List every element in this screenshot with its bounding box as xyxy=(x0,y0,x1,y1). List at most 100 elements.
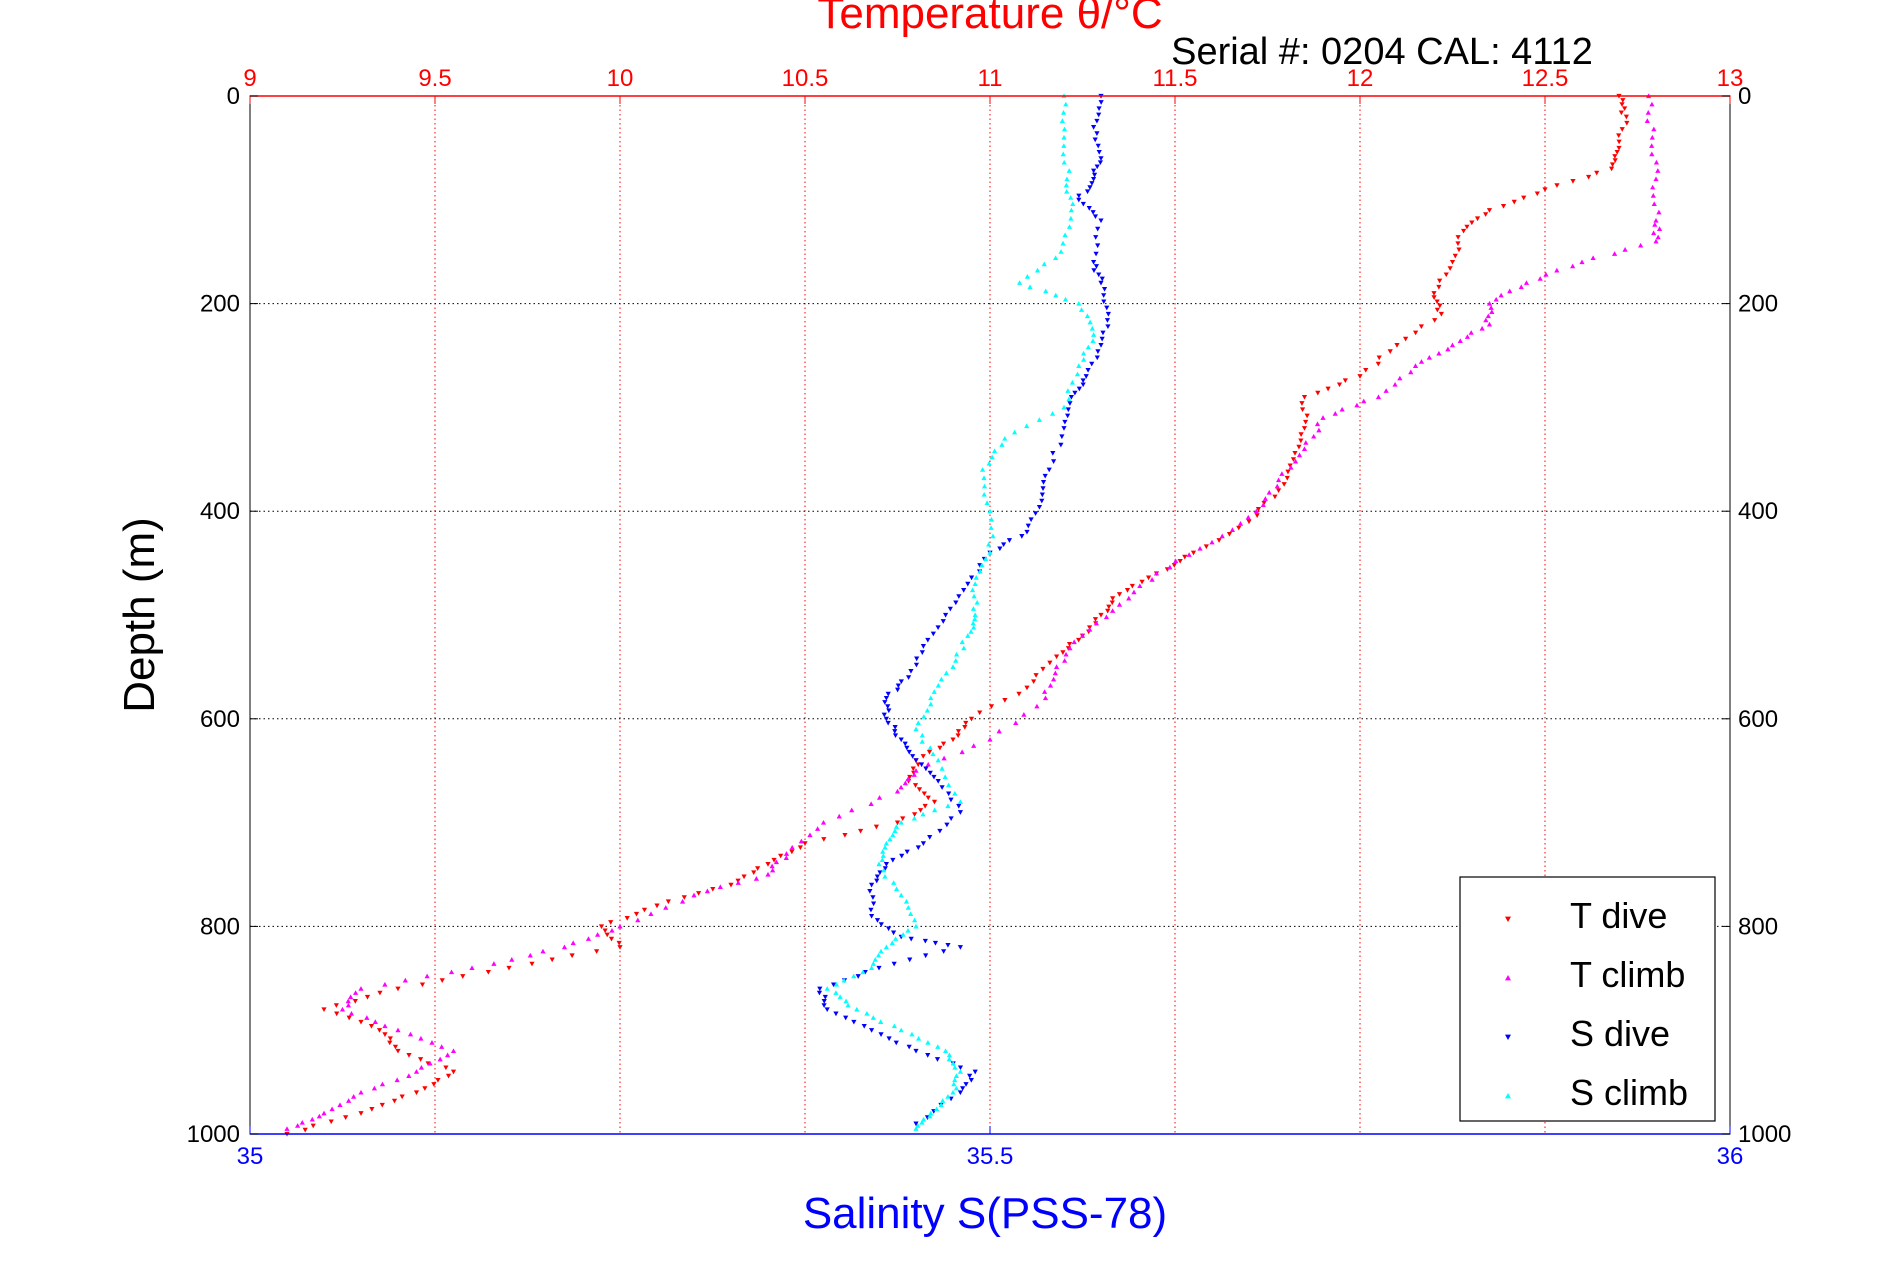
data-point-t-climb xyxy=(1131,589,1137,595)
data-point-s-dive xyxy=(972,1069,978,1075)
data-point-s-climb xyxy=(945,803,951,809)
data-point-s-climb xyxy=(1060,240,1066,246)
data-point-t-climb xyxy=(527,952,533,958)
data-point-s-climb xyxy=(987,508,993,514)
series-t-dive xyxy=(284,93,1630,1137)
data-point-s-dive xyxy=(907,957,913,963)
data-point-t-climb xyxy=(406,1073,412,1078)
data-point-s-climb xyxy=(957,1069,963,1074)
depth-tick-label-left: 1000 xyxy=(187,1121,240,1148)
data-point-s-dive xyxy=(1040,480,1047,485)
data-point-t-climb xyxy=(648,911,654,917)
data-point-s-climb xyxy=(938,676,945,682)
data-point-t-dive xyxy=(1455,235,1461,240)
data-point-t-dive xyxy=(1182,554,1188,560)
data-point-t-dive xyxy=(1432,318,1438,323)
data-point-s-climb xyxy=(952,1064,958,1070)
data-point-s-dive xyxy=(895,687,901,693)
data-point-s-climb xyxy=(1087,319,1093,325)
data-point-s-dive xyxy=(821,1003,827,1008)
data-point-t-climb xyxy=(1361,398,1367,404)
data-point-t-climb xyxy=(1650,184,1656,190)
data-point-t-dive xyxy=(911,812,918,817)
data-point-t-dive xyxy=(1296,444,1302,450)
data-point-t-dive xyxy=(608,920,614,925)
data-point-t-climb xyxy=(1116,602,1123,607)
data-point-t-climb xyxy=(450,1048,457,1054)
data-point-s-climb xyxy=(912,917,918,923)
data-point-s-climb xyxy=(981,483,988,489)
data-point-t-dive xyxy=(842,832,848,838)
data-point-s-dive xyxy=(948,797,954,803)
data-point-s-dive xyxy=(965,581,971,587)
data-point-t-dive xyxy=(1203,544,1209,550)
legend-box xyxy=(1459,876,1716,1122)
data-point-s-climb xyxy=(1041,261,1047,267)
data-point-s-dive xyxy=(892,725,898,730)
data-point-t-dive xyxy=(1612,158,1618,163)
data-point-t-climb xyxy=(1650,193,1656,198)
data-point-s-climb xyxy=(983,556,989,562)
data-point-t-dive xyxy=(604,932,610,938)
data-point-t-dive xyxy=(963,720,969,726)
data-point-t-climb xyxy=(1653,238,1659,244)
data-point-t-climb xyxy=(413,1069,420,1074)
data-point-t-dive xyxy=(1047,660,1053,666)
data-point-s-climb xyxy=(1076,363,1082,368)
depth-tick-label-right: 600 xyxy=(1738,706,1778,733)
depth-tick-label-right: 200 xyxy=(1738,291,1778,318)
data-point-t-dive xyxy=(1290,457,1296,462)
data-point-t-climb xyxy=(1436,350,1442,356)
data-point-t-dive xyxy=(369,1107,375,1112)
data-point-t-dive xyxy=(894,820,901,826)
data-point-s-dive xyxy=(1096,106,1102,112)
data-point-t-dive xyxy=(485,969,491,975)
data-point-s-climb xyxy=(981,491,987,497)
data-point-t-climb xyxy=(418,1064,425,1070)
data-point-s-dive xyxy=(946,791,952,797)
data-point-t-climb xyxy=(345,998,351,1004)
data-point-t-climb xyxy=(1493,296,1499,302)
data-point-s-climb xyxy=(875,952,882,958)
data-point-t-climb xyxy=(1483,317,1489,323)
data-point-s-climb xyxy=(882,873,888,879)
data-point-t-dive xyxy=(1618,110,1624,116)
data-point-t-dive xyxy=(1171,563,1177,568)
data-point-s-climb xyxy=(1061,159,1067,165)
data-point-s-climb xyxy=(988,525,994,530)
data-point-t-climb xyxy=(382,981,388,987)
data-point-t-climb xyxy=(898,784,904,790)
data-point-t-climb xyxy=(1067,645,1073,651)
data-point-t-climb xyxy=(959,749,965,755)
data-point-s-dive xyxy=(843,1015,849,1021)
data-point-t-dive xyxy=(1315,390,1321,396)
data-point-t-climb xyxy=(321,1110,327,1116)
legend-label-s-climb: S climb xyxy=(1570,1072,1688,1113)
data-point-t-dive xyxy=(925,795,931,801)
data-point-s-dive xyxy=(956,594,962,599)
data-point-s-climb xyxy=(925,1040,931,1045)
data-point-t-climb xyxy=(770,867,776,873)
temperature-axis-title: Temperature θ/°C xyxy=(817,0,1162,38)
depth-tick-label-left: 0 xyxy=(227,83,240,110)
data-point-s-climb xyxy=(946,782,952,788)
data-point-s-dive xyxy=(816,990,823,996)
data-point-t-dive xyxy=(450,1069,457,1075)
data-point-t-dive xyxy=(710,886,716,892)
data-point-s-climb xyxy=(1090,338,1096,344)
data-point-s-dive xyxy=(1095,349,1101,354)
data-point-s-climb xyxy=(916,1035,922,1041)
data-point-s-dive xyxy=(1092,214,1099,220)
data-point-t-climb xyxy=(925,761,931,767)
data-point-s-climb xyxy=(1068,215,1074,221)
data-point-t-dive xyxy=(988,704,995,709)
data-point-t-dive xyxy=(1024,685,1030,691)
data-point-s-climb xyxy=(893,886,900,892)
data-point-t-climb xyxy=(364,1015,370,1020)
data-point-t-dive xyxy=(778,853,784,859)
data-point-s-climb xyxy=(880,853,886,858)
data-point-t-climb xyxy=(679,898,686,904)
data-point-t-dive xyxy=(968,716,975,722)
data-point-t-climb xyxy=(1296,452,1303,458)
data-point-s-climb xyxy=(970,620,976,626)
